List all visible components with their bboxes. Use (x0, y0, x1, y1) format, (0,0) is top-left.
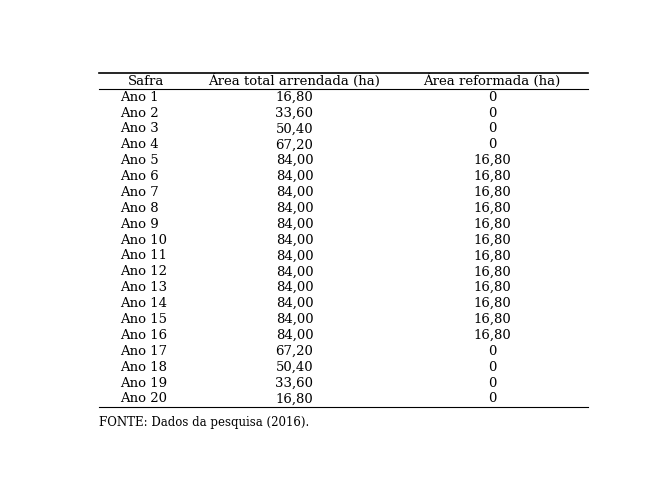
Text: 16,80: 16,80 (473, 313, 511, 326)
Text: 0: 0 (488, 377, 497, 390)
Text: Ano 11: Ano 11 (120, 249, 167, 262)
Text: Ano 20: Ano 20 (120, 393, 167, 405)
Text: Ano 3: Ano 3 (120, 122, 159, 136)
Text: Ano 2: Ano 2 (120, 106, 159, 120)
Text: Ano 17: Ano 17 (120, 345, 167, 358)
Text: Ano 9: Ano 9 (120, 218, 159, 231)
Text: Ano 16: Ano 16 (120, 329, 167, 342)
Text: Safra: Safra (128, 75, 164, 88)
Text: 84,00: 84,00 (276, 297, 313, 310)
Text: 84,00: 84,00 (276, 313, 313, 326)
Text: Área total arrendada (ha): Área total arrendada (ha) (209, 74, 380, 88)
Text: 16,80: 16,80 (473, 249, 511, 262)
Text: 0: 0 (488, 345, 497, 358)
Text: 84,00: 84,00 (276, 170, 313, 183)
Text: Área reformada (ha): Área reformada (ha) (423, 74, 561, 88)
Text: 16,80: 16,80 (473, 329, 511, 342)
Text: 16,80: 16,80 (276, 90, 313, 104)
Text: 16,80: 16,80 (473, 265, 511, 278)
Text: Ano 13: Ano 13 (120, 281, 167, 294)
Text: 0: 0 (488, 90, 497, 104)
Text: 84,00: 84,00 (276, 281, 313, 294)
Text: 50,40: 50,40 (276, 361, 313, 374)
Text: 16,80: 16,80 (473, 170, 511, 183)
Text: Ano 8: Ano 8 (120, 202, 159, 215)
Text: Ano 19: Ano 19 (120, 377, 167, 390)
Text: Ano 7: Ano 7 (120, 186, 159, 199)
Text: Ano 10: Ano 10 (120, 234, 167, 246)
Text: 16,80: 16,80 (473, 186, 511, 199)
Text: 84,00: 84,00 (276, 186, 313, 199)
Text: Ano 5: Ano 5 (120, 154, 159, 167)
Text: 16,80: 16,80 (473, 154, 511, 167)
Text: 0: 0 (488, 122, 497, 136)
Text: 16,80: 16,80 (473, 202, 511, 215)
Text: Ano 1: Ano 1 (120, 90, 159, 104)
Text: 67,20: 67,20 (276, 139, 313, 151)
Text: 0: 0 (488, 139, 497, 151)
Text: 67,20: 67,20 (276, 345, 313, 358)
Text: 16,80: 16,80 (473, 297, 511, 310)
Text: 84,00: 84,00 (276, 218, 313, 231)
Text: 84,00: 84,00 (276, 329, 313, 342)
Text: 16,80: 16,80 (276, 393, 313, 405)
Text: Ano 14: Ano 14 (120, 297, 167, 310)
Text: 84,00: 84,00 (276, 202, 313, 215)
Text: 16,80: 16,80 (473, 234, 511, 246)
Text: 50,40: 50,40 (276, 122, 313, 136)
Text: 84,00: 84,00 (276, 249, 313, 262)
Text: 16,80: 16,80 (473, 218, 511, 231)
Text: 84,00: 84,00 (276, 154, 313, 167)
Text: 0: 0 (488, 393, 497, 405)
Text: Ano 12: Ano 12 (120, 265, 167, 278)
Text: Ano 18: Ano 18 (120, 361, 167, 374)
Text: 33,60: 33,60 (276, 106, 313, 120)
Text: FONTE: Dados da pesquisa (2016).: FONTE: Dados da pesquisa (2016). (99, 417, 310, 429)
Text: Ano 4: Ano 4 (120, 139, 159, 151)
Text: 84,00: 84,00 (276, 234, 313, 246)
Text: 33,60: 33,60 (276, 377, 313, 390)
Text: 16,80: 16,80 (473, 281, 511, 294)
Text: 84,00: 84,00 (276, 265, 313, 278)
Text: 0: 0 (488, 106, 497, 120)
Text: Ano 6: Ano 6 (120, 170, 159, 183)
Text: 0: 0 (488, 361, 497, 374)
Text: Ano 15: Ano 15 (120, 313, 167, 326)
